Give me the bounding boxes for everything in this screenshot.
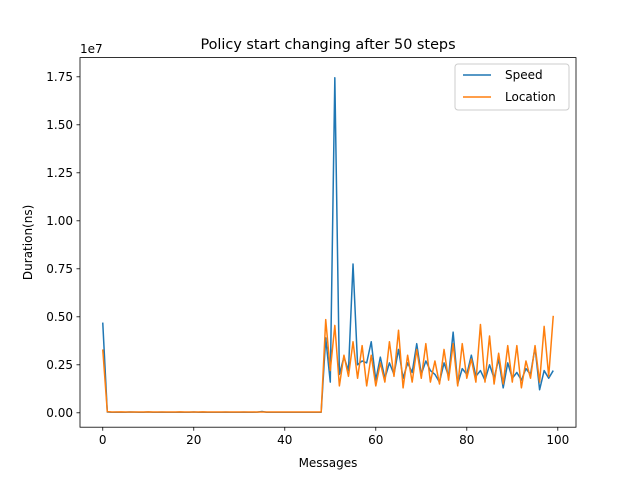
y-tick-label: 1.25 [46,166,73,180]
series-layer [102,77,554,413]
legend-label-speed: Speed [505,68,543,82]
x-axis-label: Messages [299,456,358,470]
y-tick-label: 1.50 [46,118,73,132]
y-axis-label: Duration(ns) [21,205,35,280]
x-tick-label: 40 [277,433,292,447]
x-tick-label: 80 [459,433,474,447]
x-tick-label: 20 [186,433,201,447]
series-line-location [102,315,554,413]
y-tick-label: 0.75 [46,262,73,276]
legend-label-location: Location [505,90,556,104]
y-tick-label: 1.00 [46,214,73,228]
legend: Speed Location [454,63,570,111]
x-tick-label: 60 [368,433,383,447]
plot-frame [79,57,577,428]
x-tick-label: 0 [99,433,107,447]
x-tick-label: 100 [546,433,569,447]
y-tick-label: 1.75 [46,70,73,84]
y-tick-label: 0.50 [46,310,73,324]
y-offset-label: 1e7 [80,42,103,56]
chart-title: Policy start changing after 50 steps [200,37,455,53]
y-tick-label: 0.25 [46,358,73,372]
y-axis-ticks: 0.00 0.25 0.50 0.75 1.00 1.25 1.50 1.75 [46,70,80,420]
x-axis-ticks: 0 20 40 60 80 100 [99,427,569,447]
y-tick-label: 0.00 [46,406,73,420]
